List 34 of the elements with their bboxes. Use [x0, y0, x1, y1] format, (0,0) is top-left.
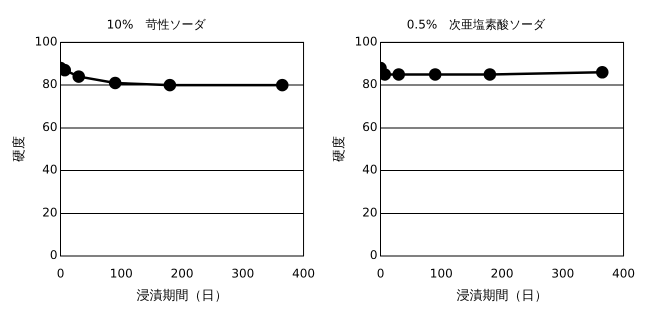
point [276, 78, 289, 92]
y-tick-label: 40 [42, 162, 58, 177]
x-tick-label: 300 [551, 266, 574, 280]
y-tick-label: 60 [42, 120, 58, 134]
y-tick-label: 20 [42, 205, 58, 220]
point [72, 70, 85, 83]
chart-title: 0.5% 次亜塩素酸ソーダ [406, 17, 546, 32]
y-tick-label: 100 [354, 34, 378, 49]
point [164, 78, 176, 92]
y-tick-label: 100 [34, 34, 58, 49]
y-tick-label: 20 [362, 205, 378, 220]
y-axis-title: 硬度 [11, 136, 28, 162]
x-tick-label: 100 [430, 266, 453, 280]
x-tick-label: 200 [490, 266, 514, 280]
point [484, 68, 496, 81]
y-tick-label: 0 [370, 248, 378, 262]
x-axis-title: 浸漬期間（日） [136, 288, 228, 304]
point [108, 76, 122, 90]
x-axis-title: 浸漬期間（日） [456, 288, 548, 304]
y-axis-title: 硬度 [331, 136, 348, 162]
point [596, 66, 609, 79]
chart-title: 10% 苛性ソーダ [106, 17, 206, 32]
point [392, 68, 405, 81]
x-tick-label: 200 [170, 266, 194, 280]
x-tick-label: 100 [110, 266, 133, 280]
point [428, 68, 442, 81]
x-tick-label: 400 [612, 266, 635, 280]
y-tick-label: 80 [362, 77, 378, 92]
y-tick-label: 60 [362, 120, 378, 134]
y-tick-label: 80 [42, 77, 58, 92]
y-tick-label: 0 [50, 248, 58, 262]
x-tick-label: 300 [231, 266, 254, 280]
y-tick-label: 40 [362, 162, 378, 177]
x-tick-label: 400 [292, 266, 315, 280]
